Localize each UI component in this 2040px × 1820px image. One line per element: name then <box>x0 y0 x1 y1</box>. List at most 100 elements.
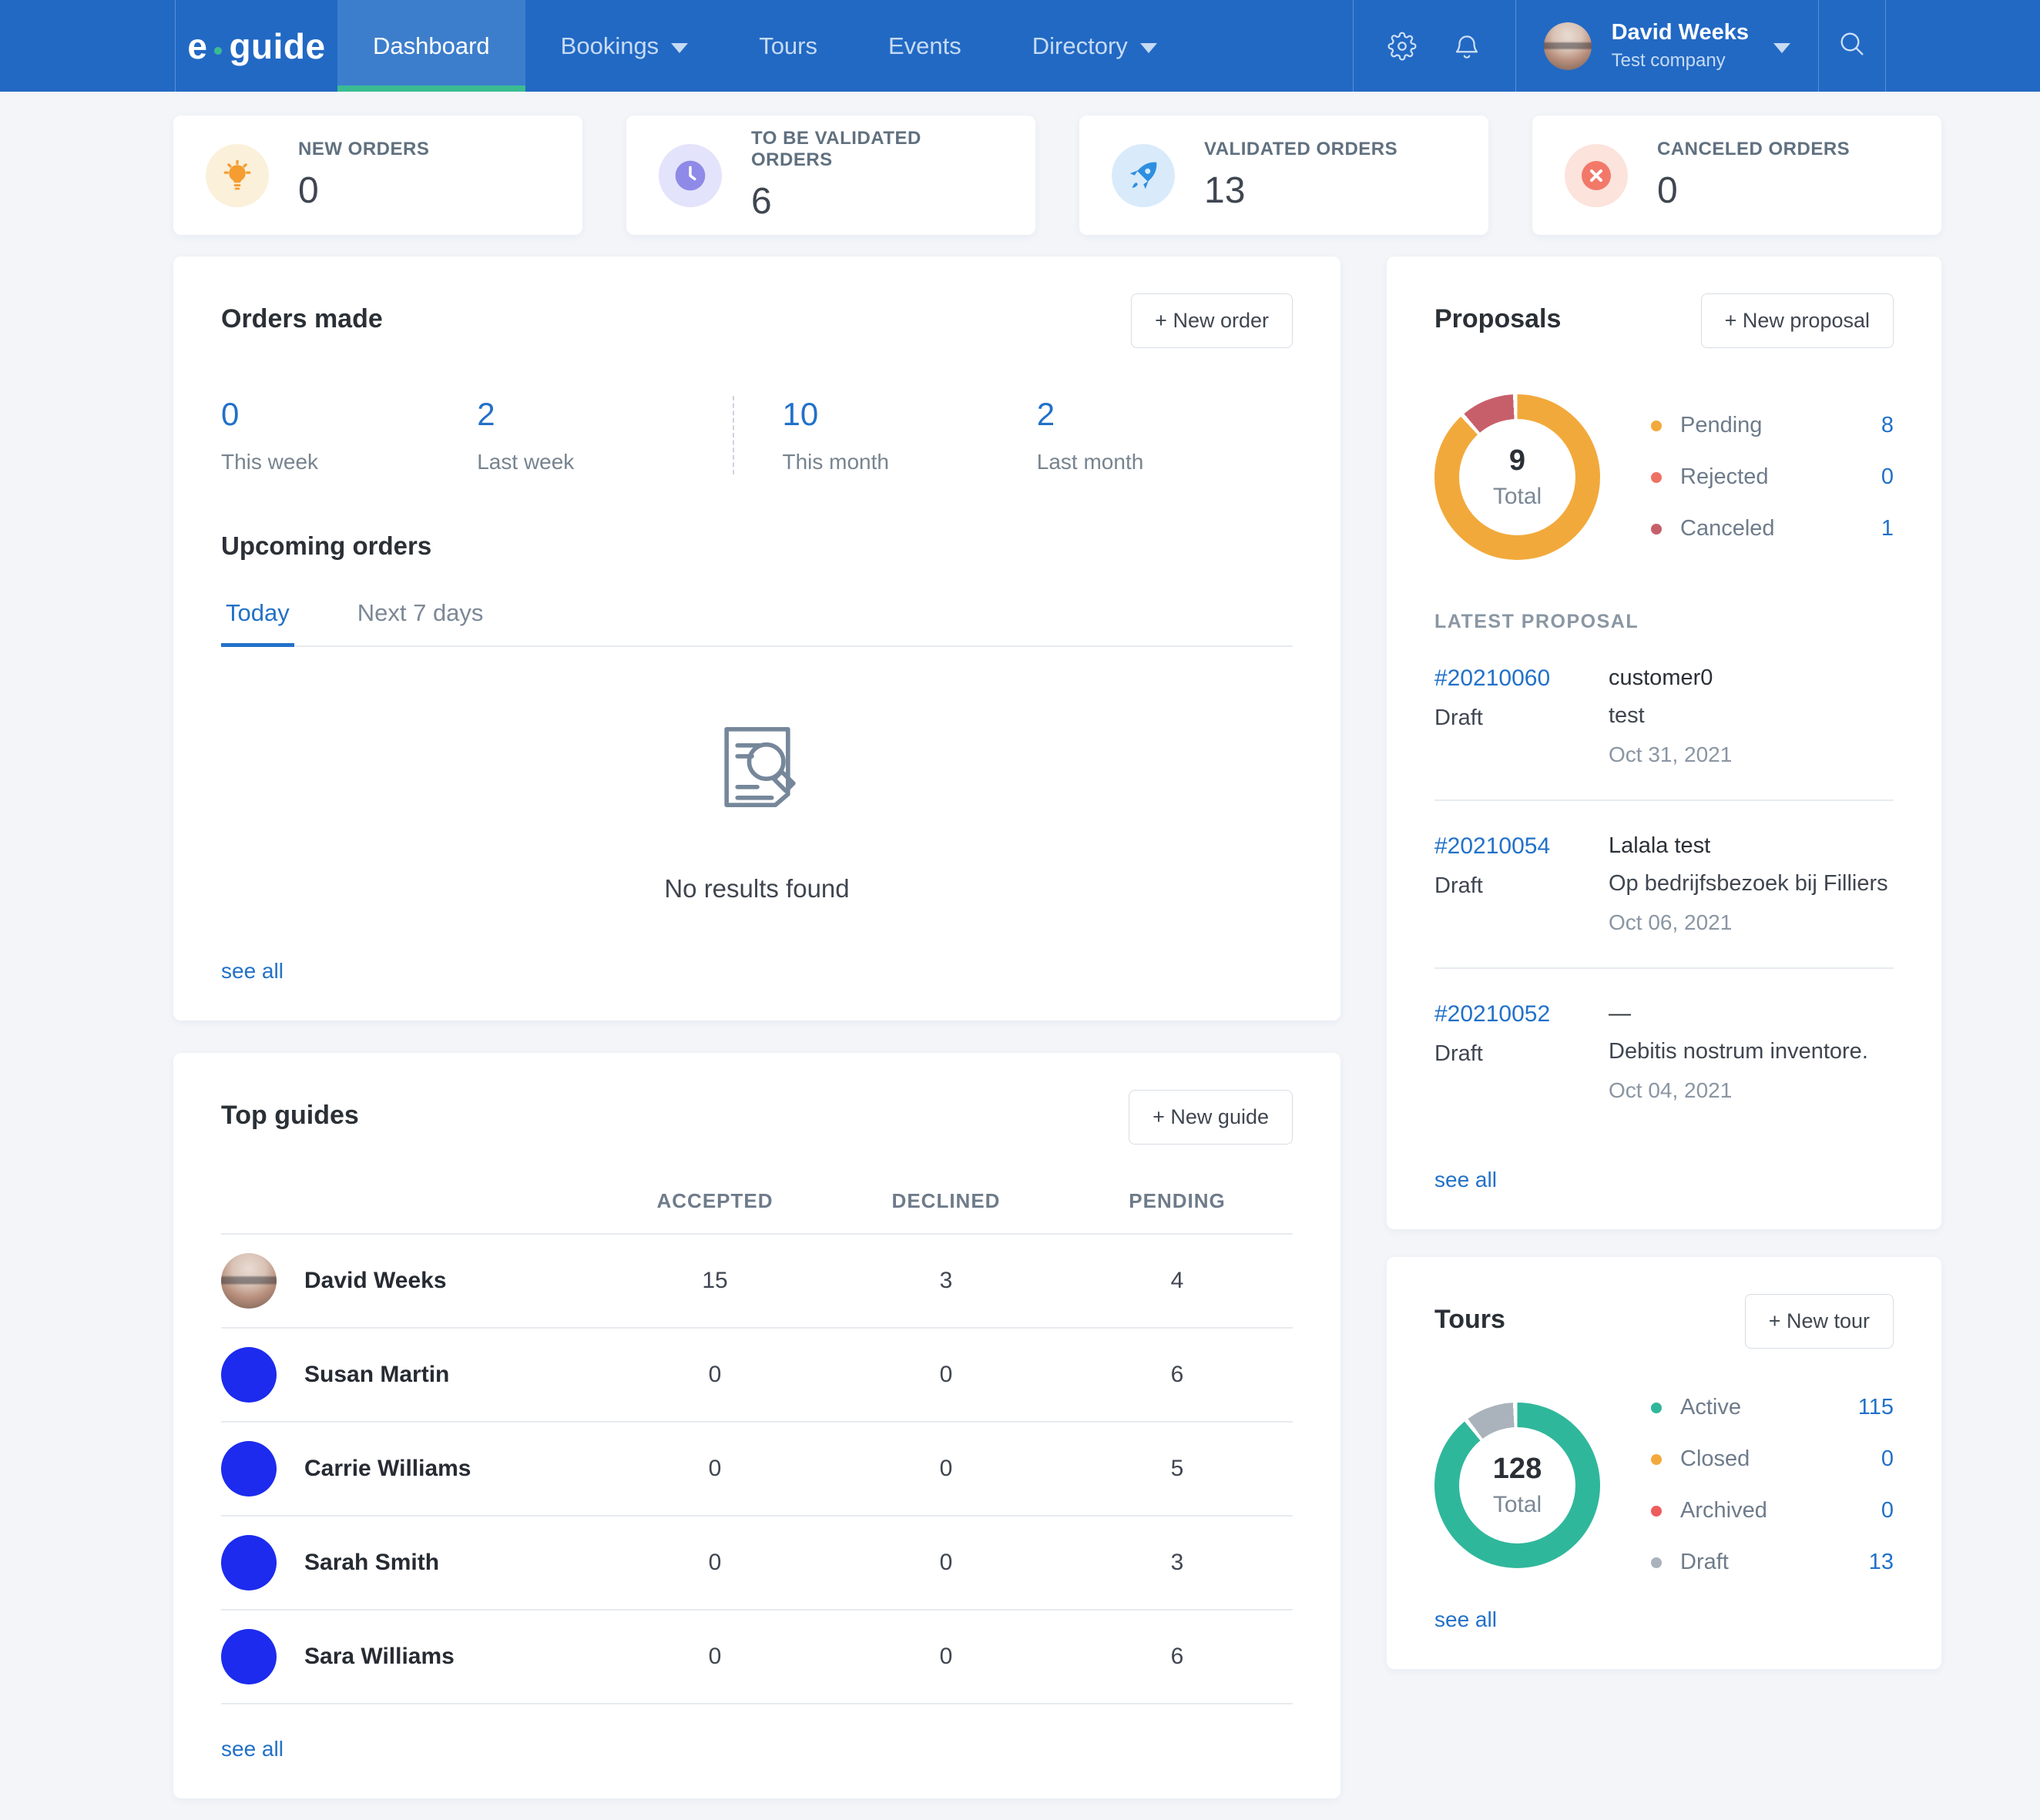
legend-value: 0 <box>1881 464 1894 489</box>
tab[interactable]: Today <box>221 599 294 647</box>
proposals-card: Proposals + New proposal 9 Total Pending… <box>1387 256 1941 1229</box>
proposal-id-link[interactable]: #20210060 <box>1434 665 1551 691</box>
orders-see-all-link[interactable]: see all <box>221 959 284 983</box>
stat-value: 0 <box>1657 170 1678 211</box>
guide-declined-value: 0 <box>939 1644 953 1669</box>
stat-label: TO BE VALIDATED ORDERS <box>751 128 921 170</box>
logo-left: e <box>187 25 208 66</box>
proposals-donut-row: 9 Total Pending 8 Rejected 0 Canceled 1 <box>1434 394 1894 560</box>
order-stat-label: Last week <box>477 450 575 474</box>
legend-row: Closed 0 <box>1651 1446 1894 1472</box>
new-order-button[interactable]: + New order <box>1131 293 1293 348</box>
tab[interactable]: Next 7 days <box>357 599 484 626</box>
tours-donut-row: 128 Total Active 115 Closed 0 Archived 0… <box>1434 1395 1894 1575</box>
guide-avatar <box>221 1629 277 1684</box>
new-guide-button[interactable]: + New guide <box>1129 1090 1293 1145</box>
legend-label: Active <box>1680 1395 1741 1419</box>
order-stat: 10 This month <box>733 396 1036 474</box>
no-results-icon <box>700 715 815 834</box>
user-company: Test company <box>1611 50 1726 71</box>
right-column: Proposals + New proposal 9 Total Pending… <box>1387 256 1941 1669</box>
proposal-item[interactable]: #20210052 Draft — Debitis nostrum invent… <box>1434 969 1894 1135</box>
guide-row[interactable]: Sarah Smith 0 0 3 <box>221 1517 1293 1611</box>
user-name: David Weeks <box>1611 20 1749 45</box>
stat-card: TO BE VALIDATED ORDERS 6 <box>626 116 1035 235</box>
guide-declined-value: 0 <box>939 1456 953 1481</box>
proposal-list: #20210060 Draft customer0 test Oct 31, 2… <box>1434 633 1894 1135</box>
nav-item-label: Events <box>888 32 961 59</box>
guides-column-header: PENDING <box>1129 1189 1226 1212</box>
gear-icon[interactable] <box>1387 32 1417 61</box>
proposal-title: Lalala test <box>1609 833 1711 858</box>
guide-avatar <box>221 1441 277 1497</box>
new-tour-button[interactable]: + New tour <box>1744 1294 1894 1349</box>
user-meta: David Weeks Test company <box>1612 20 1749 72</box>
order-stat: 2 Last month <box>1037 396 1293 474</box>
legend-value: 115 <box>1857 1395 1894 1419</box>
upcoming-orders-tabs: Today Next 7 days <box>221 599 1293 647</box>
guide-row[interactable]: Carrie Williams 0 0 5 <box>221 1423 1293 1517</box>
tours-see-all-link[interactable]: see all <box>1434 1607 1497 1631</box>
proposal-date: Oct 04, 2021 <box>1609 1078 1733 1102</box>
guide-name-cell: Sarah Smith <box>221 1535 599 1590</box>
proposal-left: #20210054 Draft <box>1434 833 1589 935</box>
proposal-item[interactable]: #20210054 Draft Lalala test Op bedrijfsb… <box>1434 801 1894 969</box>
user-menu[interactable]: David Weeks Test company <box>1515 0 1818 92</box>
nav-item[interactable]: Tours <box>723 0 853 92</box>
proposal-status: Draft <box>1434 1041 1483 1066</box>
proposal-date: Oct 06, 2021 <box>1609 910 1733 934</box>
proposal-status: Draft <box>1434 873 1483 898</box>
nav-item[interactable]: Dashboard <box>337 0 525 92</box>
stat-value: 6 <box>751 181 772 222</box>
stat-info: CANCELED ORDERS 0 <box>1657 139 1850 212</box>
guide-accepted-value: 0 <box>708 1362 722 1387</box>
stat-label: VALIDATED ORDERS <box>1204 139 1398 159</box>
order-stat-value: 2 <box>477 396 495 432</box>
proposal-id-link[interactable]: #20210052 <box>1434 1001 1551 1027</box>
guide-pending-value: 5 <box>1170 1456 1184 1481</box>
app-logo[interactable]: e guide <box>176 0 337 92</box>
legend-dot-icon <box>1651 1402 1662 1413</box>
page-content: NEW ORDERS 0 TO BE VALIDATED ORDERS 6 <box>0 92 2040 1820</box>
stat-info: TO BE VALIDATED ORDERS 6 <box>751 128 1003 223</box>
guide-row[interactable]: David Weeks 15 3 4 <box>221 1235 1293 1329</box>
proposal-id-link[interactable]: #20210054 <box>1434 833 1551 859</box>
proposal-subtitle: test <box>1609 703 1645 728</box>
empty-state-text: No results found <box>664 874 850 903</box>
guide-row[interactable]: Susan Martin 0 0 6 <box>221 1329 1293 1423</box>
bell-icon[interactable] <box>1452 32 1481 61</box>
chevron-down-icon <box>1773 42 1790 53</box>
order-stat: 2 Last week <box>477 396 733 474</box>
stat-cards-row: NEW ORDERS 0 TO BE VALIDATED ORDERS 6 <box>173 116 1941 235</box>
legend-row: Active 115 <box>1651 1395 1894 1420</box>
nav-item[interactable]: Directory <box>997 0 1193 92</box>
guides-column-header: DECLINED <box>891 1189 1001 1212</box>
orders-stats: 0 This week 2 Last week 10 This month 2 … <box>221 396 1293 474</box>
proposal-date: Oct 31, 2021 <box>1609 742 1733 766</box>
user-avatar <box>1543 22 1592 70</box>
proposals-see-all-link[interactable]: see all <box>1434 1168 1497 1192</box>
stat-card: CANCELED ORDERS 0 <box>1532 116 1941 235</box>
nav-item[interactable]: Events <box>853 0 997 92</box>
guide-name: Carrie Williams <box>304 1456 471 1481</box>
proposals-total: 9 <box>1508 444 1526 477</box>
tours-donut-center: 128 Total <box>1459 1426 1575 1543</box>
legend-label: Closed <box>1680 1446 1750 1471</box>
nav-item[interactable]: Bookings <box>525 0 724 92</box>
navbar-right: David Weeks Test company <box>1352 0 2040 92</box>
nav-item-label: Bookings <box>560 32 659 59</box>
order-stat: 0 This week <box>221 396 477 474</box>
navbar-icon-group <box>1352 0 1515 92</box>
search-button[interactable] <box>1818 0 1886 92</box>
legend-label: Draft <box>1680 1550 1729 1574</box>
legend-row: Archived 0 <box>1651 1498 1894 1523</box>
stat-label: NEW ORDERS <box>298 139 430 159</box>
proposal-right: customer0 test Oct 31, 2021 <box>1609 665 1894 767</box>
legend-value: 1 <box>1881 516 1894 541</box>
proposal-item[interactable]: #20210060 Draft customer0 test Oct 31, 2… <box>1434 633 1894 801</box>
legend-dot-icon <box>1651 523 1662 535</box>
guide-row[interactable]: Sara Williams 0 0 6 <box>221 1611 1293 1704</box>
proposals-header: Proposals + New proposal <box>1434 293 1894 348</box>
guide-name: David Weeks <box>304 1268 447 1293</box>
new-proposal-button[interactable]: + New proposal <box>1700 293 1894 348</box>
